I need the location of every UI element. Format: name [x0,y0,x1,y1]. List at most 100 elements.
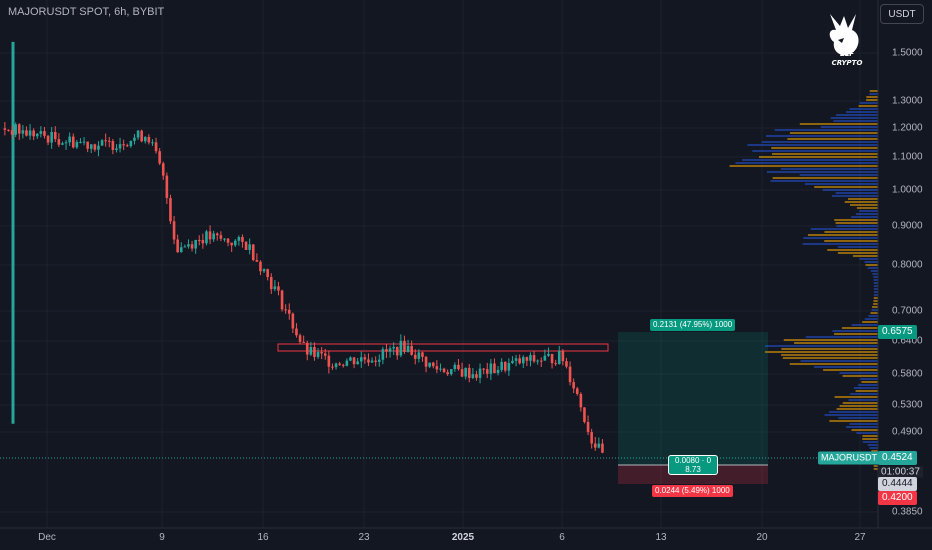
candle [277,286,280,291]
volume-profile-bar [799,174,878,176]
price-tick: 1.3000 [892,95,923,107]
position-center-label[interactable]: 0.0080 · 0 8.73 [668,455,718,475]
volume-profile-bar [824,231,878,233]
candle [298,335,302,342]
candle [118,144,122,149]
candle [327,355,331,367]
volume-profile-bar [873,297,878,299]
volume-profile-bar [820,126,878,128]
time-tick: 20 [756,532,768,543]
candle [489,363,493,374]
volume-profile-bar [853,387,878,389]
volume-profile-bar [834,396,878,398]
candle [385,349,388,352]
candle [575,388,579,394]
candle [460,369,464,377]
volume-profile-bar [735,162,878,164]
volume-profile-bar [771,153,878,155]
volume-profile-bar [866,96,878,98]
candle [3,128,7,130]
candle [205,231,208,244]
volume-profile-bar [849,423,878,425]
candle [421,352,424,357]
candle [129,140,133,147]
volume-profile-bar [839,405,878,407]
candle [291,313,295,329]
volume-profile-bar [847,198,878,200]
candle [169,198,172,222]
time-tick: 16 [257,532,269,543]
candle [7,129,10,131]
candle [190,244,194,249]
candle [399,340,403,356]
volume-profile-bar [856,432,878,434]
volume-profile-bar [813,366,878,368]
price-tick: 1.5000 [892,47,923,59]
candle [287,309,291,314]
candle [323,353,327,356]
candle [471,374,475,378]
candle [475,374,478,378]
candle [194,239,197,249]
candle [514,358,518,361]
candle [97,145,100,150]
candle [431,362,435,367]
volume-profile-bar [770,180,878,182]
candle [521,357,525,364]
volume-profile-bar [852,255,878,257]
volume-profile-bar [742,159,878,161]
stop-price-tag: 0.4200 [878,491,917,505]
volume-profile-bar [781,354,878,356]
position-target-label[interactable]: 0.2131 (47.95%) 1000 [650,319,736,331]
volume-profile-bar [836,225,878,227]
price-tick: 1.1000 [892,151,923,163]
volume-profile-bar [799,123,878,125]
volume-profile-bar [842,375,878,377]
candle [341,364,345,366]
volume-profile-bar [862,441,878,443]
candle [269,276,273,290]
candle [554,363,557,365]
candle [331,366,334,368]
candle [100,140,104,146]
candle [161,163,165,176]
volume-profile-bar [810,228,878,230]
candle [46,135,50,143]
volume-profile-bar [752,150,878,152]
volume-profile-bar [873,303,878,305]
volume-profile-bar [858,105,878,107]
candle [539,360,543,362]
grid-lines [0,0,878,528]
candle [165,175,169,199]
volume-profile-bar [782,357,878,359]
volume-profile-bar [829,420,878,422]
candle [457,364,460,370]
candle [586,421,590,433]
candle [111,141,115,150]
candle [151,142,154,144]
candle [367,359,370,363]
currency-button[interactable]: USDT [880,4,924,24]
position-stop-label[interactable]: 0.0244 (5.49%) 1000 [652,485,733,497]
time-tick: 23 [358,532,370,543]
volume-profile-bar [850,204,878,206]
candle [223,238,226,240]
candle [244,241,248,250]
candle [511,360,514,364]
candle [565,361,568,367]
volume-profile-bar [834,219,878,221]
volume-profile-bar [783,339,878,341]
candle [143,136,147,142]
symbol-price-label: MAJORUSDT [818,451,880,465]
candle [403,340,406,352]
candle [493,363,496,374]
volume-profile-bar [836,114,878,116]
candle [176,239,179,253]
volume-profile-bar [839,372,878,374]
candle [406,345,410,352]
volume-profile-bar [729,165,878,167]
candle [377,359,381,362]
candle [237,237,241,241]
volume-profile-bar [832,330,878,332]
